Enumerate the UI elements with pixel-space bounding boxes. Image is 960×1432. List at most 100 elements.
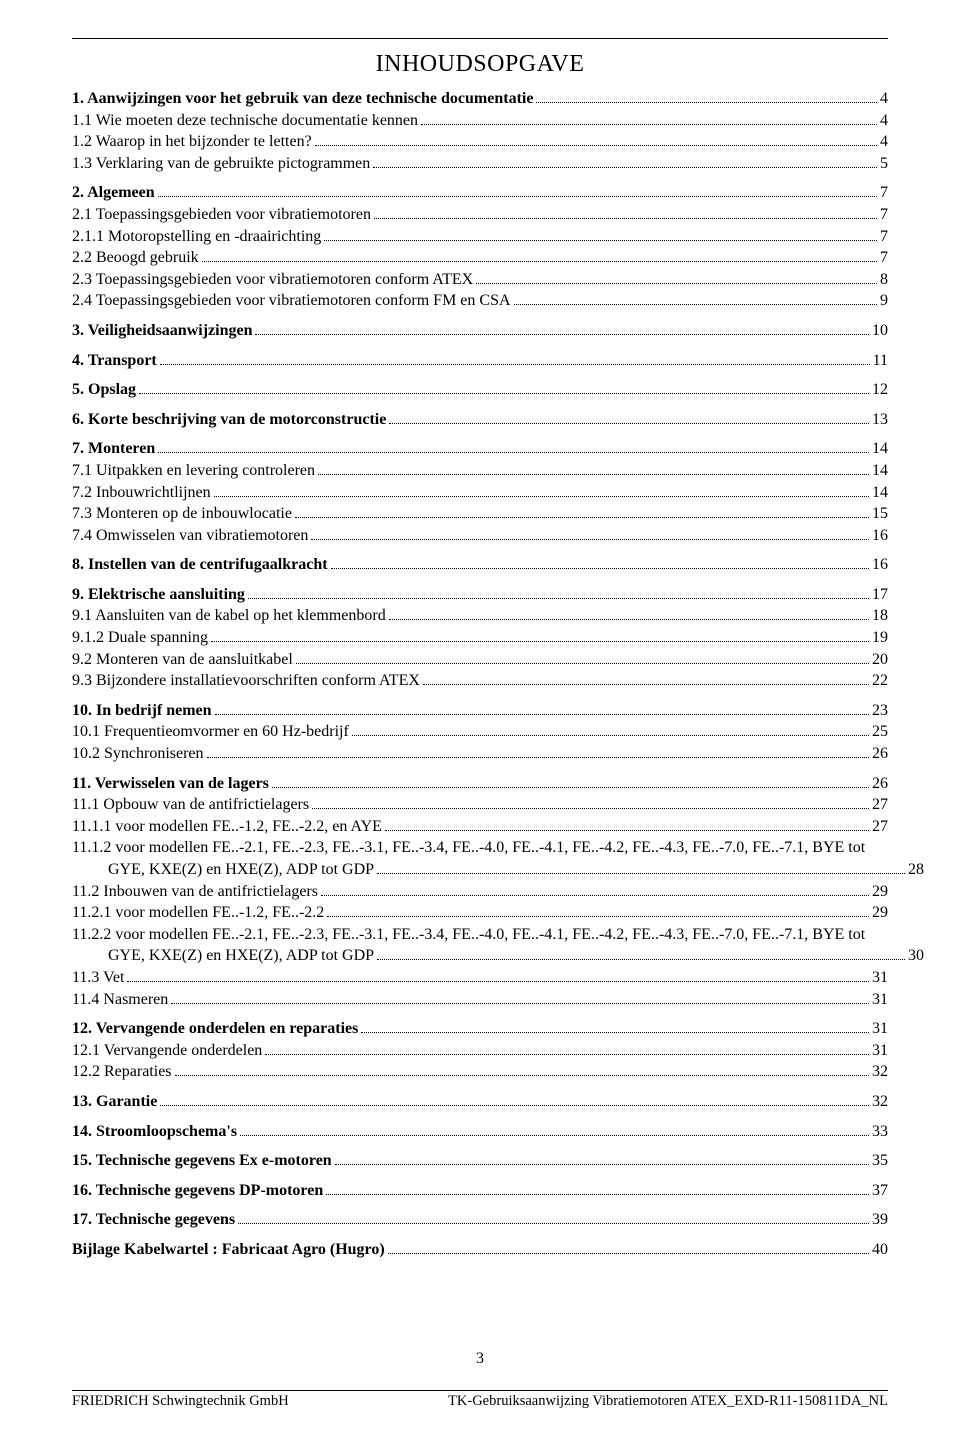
toc-label: 3. Veiligheidsaanwijzingen [72,320,252,342]
toc-entry: 6. Korte beschrijving van de motorconstr… [72,409,888,431]
toc-entry: 11.4 Nasmeren31 [72,989,888,1011]
toc-page-number: 17 [872,584,888,606]
toc-leader-dots [377,959,905,960]
toc-leader-dots [202,261,877,262]
toc-label: 1.2 Waarop in het bijzonder te letten? [72,131,312,153]
toc-page-number: 4 [880,88,888,110]
toc-page-number: 10 [872,320,888,342]
toc-page-number: 32 [872,1061,888,1083]
toc-leader-dots [421,124,877,125]
toc-page-number: 35 [872,1150,888,1172]
toc-leader-dots [175,1075,869,1076]
toc-entry: 7.3 Monteren op de inbouwlocatie 15 [72,503,888,525]
toc-entry: 7. Monteren14 [72,438,888,460]
toc-label: 15. Technische gegevens Ex e-motoren [72,1150,332,1172]
toc-page-number: 16 [872,554,888,576]
toc-leader-dots [127,981,869,982]
toc-leader-dots [335,1164,869,1165]
toc-entry: 1.1 Wie moeten deze technische documenta… [72,110,888,132]
toc-label: 1.1 Wie moeten deze technische documenta… [72,110,418,132]
toc-leader-dots [423,684,869,685]
toc-page-number: 27 [872,816,888,838]
toc-label: 8. Instellen van de centrifugaalkracht [72,554,328,576]
toc-page-number: 5 [880,153,888,175]
toc-leader-dots [248,598,869,599]
toc-entry: 2.4 Toepassingsgebieden voor vibratiemot… [72,290,888,312]
toc-leader-dots [139,393,869,394]
toc-label: 13. Garantie [72,1091,157,1113]
toc-label: 11. Verwisselen van de lagers [72,773,269,795]
toc-leader-dots [160,364,870,365]
toc-entry: 7.1 Uitpakken en levering controleren 14 [72,460,888,482]
toc-entry: 1.3 Verklaring van de gebruikte pictogra… [72,153,888,175]
toc-label: 2.1 Toepassingsgebieden voor vibratiemot… [72,204,371,226]
toc-leader-dots [318,474,869,475]
toc-label: 7.1 Uitpakken en levering controleren [72,460,315,482]
toc-page-number: 25 [872,721,888,743]
toc-leader-dots [352,735,869,736]
toc-leader-dots [321,895,869,896]
footer-right: TK-Gebruiksaanwijzing Vibratiemotoren AT… [448,1393,888,1410]
toc-label: 4. Transport [72,350,157,372]
toc-entry: 11.2 Inbouwen van de antifrictielagers29 [72,881,888,903]
toc-page-number: 7 [880,226,888,248]
toc-leader-dots [255,334,869,335]
toc-page-number: 31 [872,967,888,989]
toc-entry: 9.3 Bijzondere installatievoorschriften … [72,670,888,692]
toc-entry: 10. In bedrijf nemen23 [72,700,888,722]
toc-entry: 2. Algemeen7 [72,182,888,204]
toc-label: 6. Korte beschrijving van de motorconstr… [72,409,386,431]
toc-page-number: 9 [880,290,888,312]
toc-entry: 11.2.1 voor modellen FE..-1.2, FE..-2.22… [72,902,888,924]
top-rule [72,38,888,39]
toc-entry: 10.2 Synchroniseren26 [72,743,888,765]
toc-label: 9.1 Aansluiten van de kabel op het klemm… [72,605,386,627]
toc-entry: 9.2 Monteren van de aansluitkabel20 [72,649,888,671]
toc-page-number: 27 [872,794,888,816]
toc-label: 7.2 Inbouwrichtlijnen [72,482,211,504]
toc-label: GYE, KXE(Z) en HXE(Z), ADP tot GDP [108,859,374,881]
toc-leader-dots [272,787,869,788]
footer-rule [72,1390,888,1391]
toc-page-number: 29 [872,902,888,924]
toc-page-number: 14 [872,482,888,504]
toc-label: 2.1.1 Motoropstelling en -draairichting [72,226,321,248]
toc-entry: 11. Verwisselen van de lagers26 [72,773,888,795]
toc-entry: 11.3 Vet31 [72,967,888,989]
toc-leader-dots [389,619,869,620]
toc-leader-dots [207,757,869,758]
toc-label: 9.1.2 Duale spanning [72,627,208,649]
toc-entry-wrap: GYE, KXE(Z) en HXE(Z), ADP tot GDP28 [72,859,924,881]
toc-page-number: 15 [872,503,888,525]
toc-label: 7. Monteren [72,438,155,460]
footer-left: FRIEDRICH Schwingtechnik GmbH [72,1393,289,1410]
toc-leader-dots [385,830,869,831]
toc-label: 11.4 Nasmeren [72,989,168,1011]
toc-leader-dots [214,496,869,497]
toc-label: 9. Elektrische aansluiting [72,584,245,606]
toc-label: 11.2 Inbouwen van de antifrictielagers [72,881,318,903]
toc-leader-dots [476,283,877,284]
toc-entry: Bijlage Kabelwartel : Fabricaat Agro (Hu… [72,1239,888,1261]
toc-entry: 12.1 Vervangende onderdelen31 [72,1040,888,1062]
toc-entry: 2.3 Toepassingsgebieden voor vibratiemot… [72,269,888,291]
toc-page-number: 14 [872,460,888,482]
toc-page-number: 7 [880,204,888,226]
toc-entry: 16. Technische gegevens DP-motoren37 [72,1180,888,1202]
toc-label: 1.3 Verklaring van de gebruikte pictogra… [72,153,370,175]
toc-leader-dots [324,240,877,241]
page-number: 3 [0,1350,960,1368]
toc-label: 7.3 Monteren op de inbouwlocatie [72,503,292,525]
toc-leader-dots [514,304,877,305]
toc-leader-dots [312,808,869,809]
toc-leader-dots [373,167,877,168]
toc-label: 17. Technische gegevens [72,1209,235,1231]
toc-label: 12.1 Vervangende onderdelen [72,1040,262,1062]
toc-entry: 2.2 Beoogd gebruik7 [72,247,888,269]
toc-leader-dots [171,1003,869,1004]
toc-page-number: 7 [880,182,888,204]
toc-entry: 17. Technische gegevens39 [72,1209,888,1231]
toc-entry: 5. Opslag12 [72,379,888,401]
toc-entry: 4. Transport11 [72,350,888,372]
toc-page-number: 31 [872,1018,888,1040]
